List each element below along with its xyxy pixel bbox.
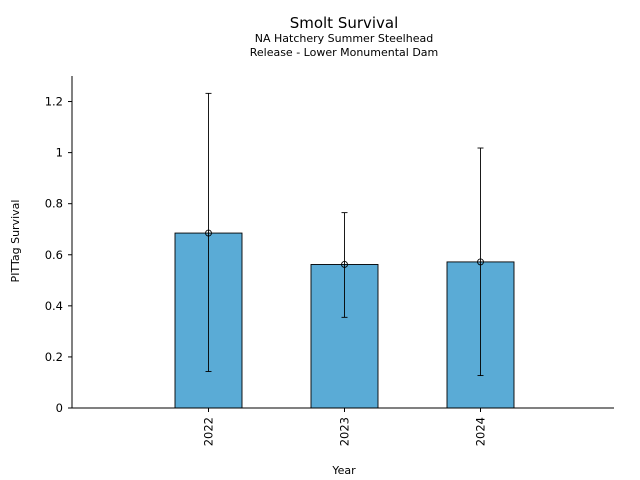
x-tick-label: 2023	[338, 417, 352, 446]
point-2023	[341, 261, 348, 268]
x-tick-label: 2024	[474, 417, 488, 446]
y-tick-label: 0.6	[45, 248, 63, 262]
chart-title: Smolt Survival	[290, 14, 399, 32]
y-axis-label: PITTag Survival	[9, 200, 22, 283]
y-tick-label: 1.2	[45, 95, 63, 109]
x-axis-label: Year	[331, 464, 356, 477]
chart-subtitle-line-1: NA Hatchery Summer Steelhead	[255, 32, 433, 45]
y-tick-label: 1	[56, 146, 63, 160]
y-tick-label: 0.8	[45, 197, 63, 211]
point-2022	[205, 229, 212, 237]
y-tick-label: 0.2	[45, 350, 63, 364]
axes-group: 0 0.2 0.4 0.6 0.8 1 1.2 2022 2023 2024	[45, 76, 614, 446]
x-tick-label: 2022	[202, 417, 216, 446]
chart-subtitle-line-2: Release - Lower Monumental Dam	[250, 46, 439, 59]
point-2024	[477, 258, 484, 266]
y-tick-label: 0	[56, 401, 63, 415]
error-bars-group	[205, 92, 484, 377]
y-tick-label: 0.4	[45, 299, 63, 313]
